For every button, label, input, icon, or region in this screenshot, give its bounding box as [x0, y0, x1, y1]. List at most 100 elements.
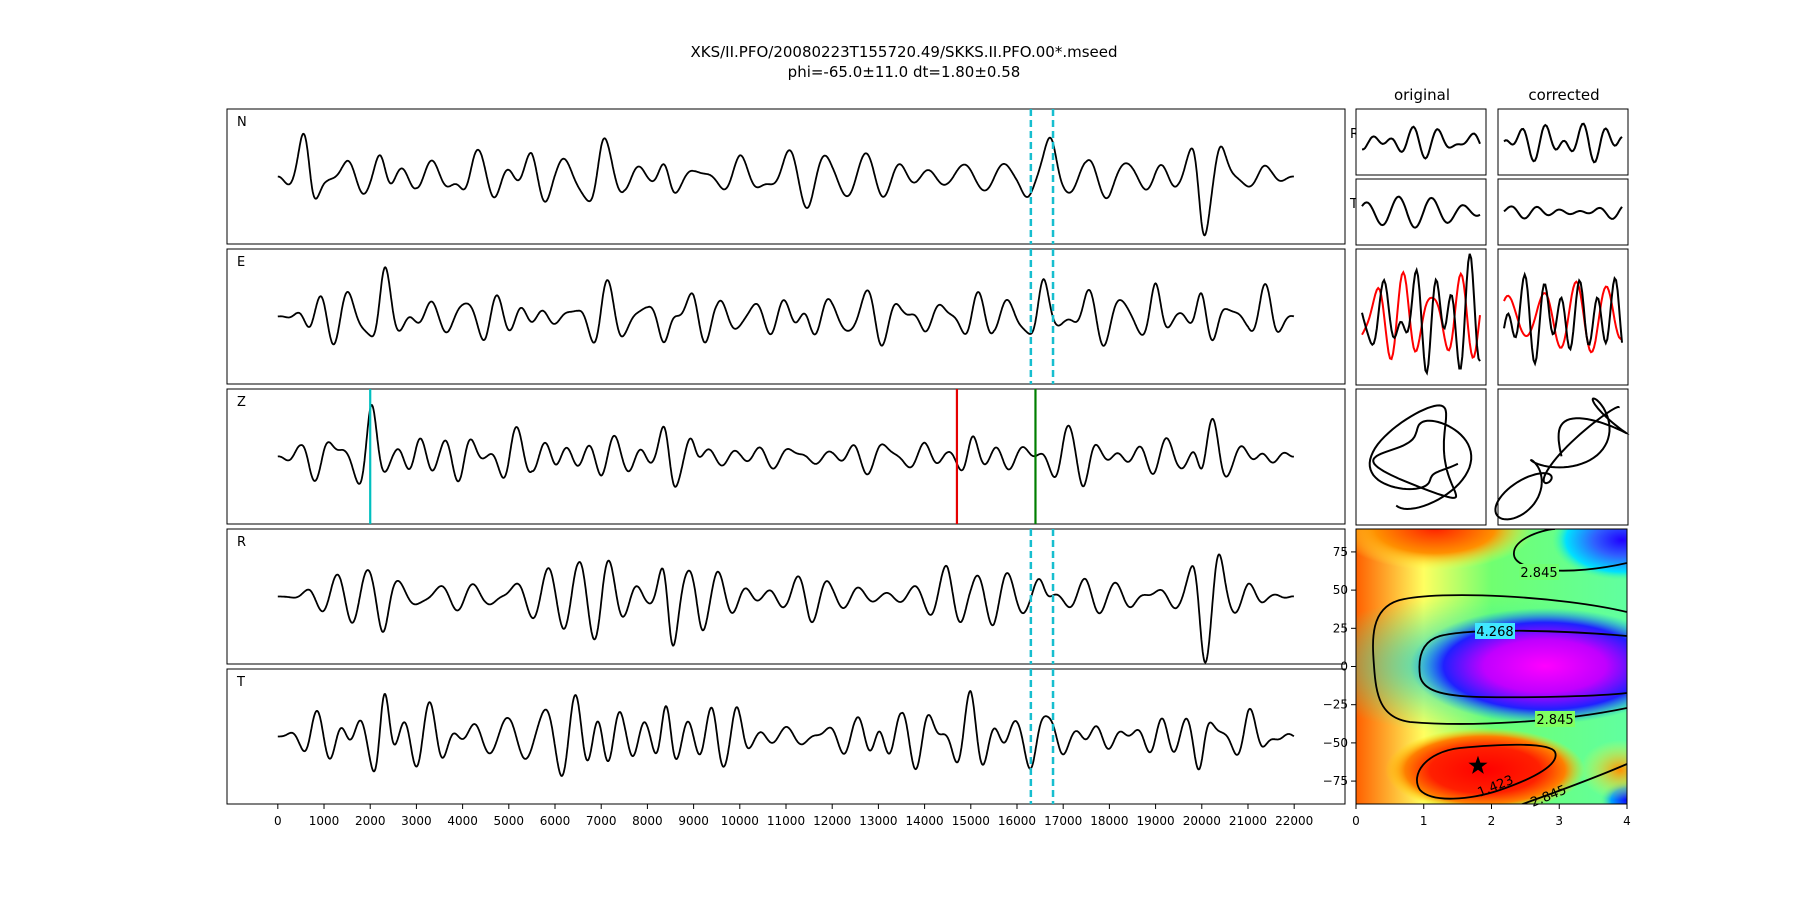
x-tick-label: 20000 [1183, 814, 1221, 828]
heat-y-tick-label: 25 [1333, 621, 1348, 635]
x-tick-label: 1000 [309, 814, 340, 828]
panel-frame [226, 388, 1346, 525]
x-tick-label: 3000 [401, 814, 432, 828]
small-panel-frame [1355, 108, 1487, 176]
heatmap-right-orange [1580, 740, 1627, 800]
trace-n [277, 132, 1295, 237]
fast-wavelet [1361, 270, 1481, 361]
corrected-panel-3 [1497, 248, 1629, 386]
corrected-panel-1 [1497, 108, 1629, 176]
row-label-r: R [1350, 127, 1359, 142]
x-tick-label: 16000 [998, 814, 1036, 828]
heat-y-tick-label: 75 [1333, 545, 1348, 559]
slow-wavelet [1361, 253, 1481, 376]
x-tick-label: 11000 [767, 814, 805, 828]
contour-2845-mid [1372, 594, 1627, 725]
figure-title-line1: XKS/II.PFO/20080223T155720.49/SKKS.II.PF… [690, 43, 1117, 61]
panel-frame [226, 108, 1346, 245]
figure-title-line2: phi=-65.0±11.0 dt=1.80±0.58 [788, 63, 1021, 81]
waveform-panels: N E Z R T 0 1000 2000 3000 4000 5000 6000 7000 8000 90… [226, 108, 1346, 828]
radial-wavelet [1361, 125, 1481, 160]
heatmap-top-red [1356, 529, 1535, 570]
transverse-wavelet [1503, 205, 1623, 220]
x-tick-label: 8000 [632, 814, 663, 828]
heat-y-tick-label: −25 [1323, 698, 1348, 712]
x-tick-label: 22000 [1275, 814, 1313, 828]
heat-x-tick-label: 4 [1623, 814, 1631, 828]
contour-label-bg [1475, 623, 1515, 639]
x-tick-label: 18000 [1090, 814, 1128, 828]
heat-y-tick-label: −75 [1323, 774, 1348, 788]
contour-label-bg [1535, 711, 1575, 727]
trace-r [277, 553, 1295, 664]
waveform-panel-n: N [226, 108, 1346, 245]
row-label-t: T [1349, 197, 1358, 212]
waveform-panel-e: E [226, 248, 1346, 385]
trace-z [277, 404, 1295, 488]
heat-x-tick-label: 2 [1488, 814, 1496, 828]
heat-y-tick-label: 0 [1340, 660, 1348, 674]
heatmap-maximum [1410, 608, 1627, 724]
original-panel-2 [1355, 178, 1487, 246]
x-tick-label: 21000 [1229, 814, 1267, 828]
contour-1423 [1416, 743, 1557, 800]
corrected-panel-2 [1497, 178, 1629, 246]
splitting-small-panels: original corrected R T [1349, 86, 1630, 526]
heat-x-tick-label: 3 [1555, 814, 1563, 828]
contour-2845-bottom [1519, 763, 1627, 804]
x-tick-label: 2000 [355, 814, 386, 828]
contour-label-bg [1519, 564, 1559, 580]
radial-wavelet [1503, 122, 1623, 164]
small-panel-frame [1355, 178, 1487, 246]
x-tick-label: 13000 [859, 814, 897, 828]
best-fit-star [1468, 755, 1488, 774]
heatmap-axes: 0 1 2 3 4 75 50 25 0 −25 −50 −75 [1323, 545, 1631, 828]
fast-wavelet [1503, 280, 1623, 354]
small-panel-frame [1497, 388, 1629, 526]
channel-label-t: T [236, 675, 245, 690]
particle-motion [1494, 397, 1630, 521]
channel-label-r: R [237, 535, 246, 550]
panel-frame [226, 668, 1346, 805]
waveform-panel-r: R [226, 528, 1346, 665]
heat-x-tick-label: 0 [1352, 814, 1360, 828]
channel-label-n: N [237, 115, 247, 130]
heat-y-tick-label: 50 [1333, 583, 1348, 597]
panel-frame [226, 528, 1346, 665]
x-tick-label: 15000 [952, 814, 990, 828]
x-tick-label: 5000 [494, 814, 525, 828]
channel-label-e: E [237, 255, 245, 270]
x-tick-label: 6000 [540, 814, 571, 828]
waveform-x-axis: 0 1000 2000 3000 4000 5000 6000 7000 8000 9000 100… [274, 804, 1313, 828]
slow-wavelet [1503, 271, 1623, 367]
waveform-panel-z: Z [226, 388, 1346, 525]
channel-label-z: Z [237, 395, 246, 410]
x-tick-label: 17000 [1044, 814, 1082, 828]
x-tick-label: 12000 [813, 814, 851, 828]
x-tick-label: 7000 [586, 814, 617, 828]
column-title-corrected: corrected [1528, 86, 1599, 104]
corrected-panel-4 [1494, 388, 1630, 526]
x-tick-label: 19000 [1136, 814, 1174, 828]
x-tick-label: 10000 [721, 814, 759, 828]
heatmap-minimum [1385, 728, 1585, 804]
original-panel-3 [1355, 248, 1487, 386]
contour-label-2: 4.268 [1476, 625, 1513, 640]
trace-t [277, 690, 1295, 777]
x-tick-label: 4000 [447, 814, 478, 828]
contour-label-3: 2.845 [1536, 713, 1573, 728]
x-tick-label: 0 [274, 814, 282, 828]
error-surface-heatmap: 2.845 4.268 2.845 1.423 2.845 0 1 2 3 475502… [1323, 528, 1631, 828]
contour-2845-top [1513, 529, 1627, 572]
waveform-panel-t: T [226, 668, 1346, 805]
panel-frame [226, 248, 1346, 385]
column-title-original: original [1394, 86, 1450, 104]
heat-y-tick-label: −50 [1323, 736, 1348, 750]
contour-label-1: 2.845 [1520, 566, 1557, 581]
trace-e [277, 266, 1295, 347]
original-panel-1 [1355, 108, 1487, 176]
heat-x-tick-label: 1 [1420, 814, 1428, 828]
original-panel-4 [1355, 388, 1487, 526]
particle-motion [1368, 404, 1473, 511]
